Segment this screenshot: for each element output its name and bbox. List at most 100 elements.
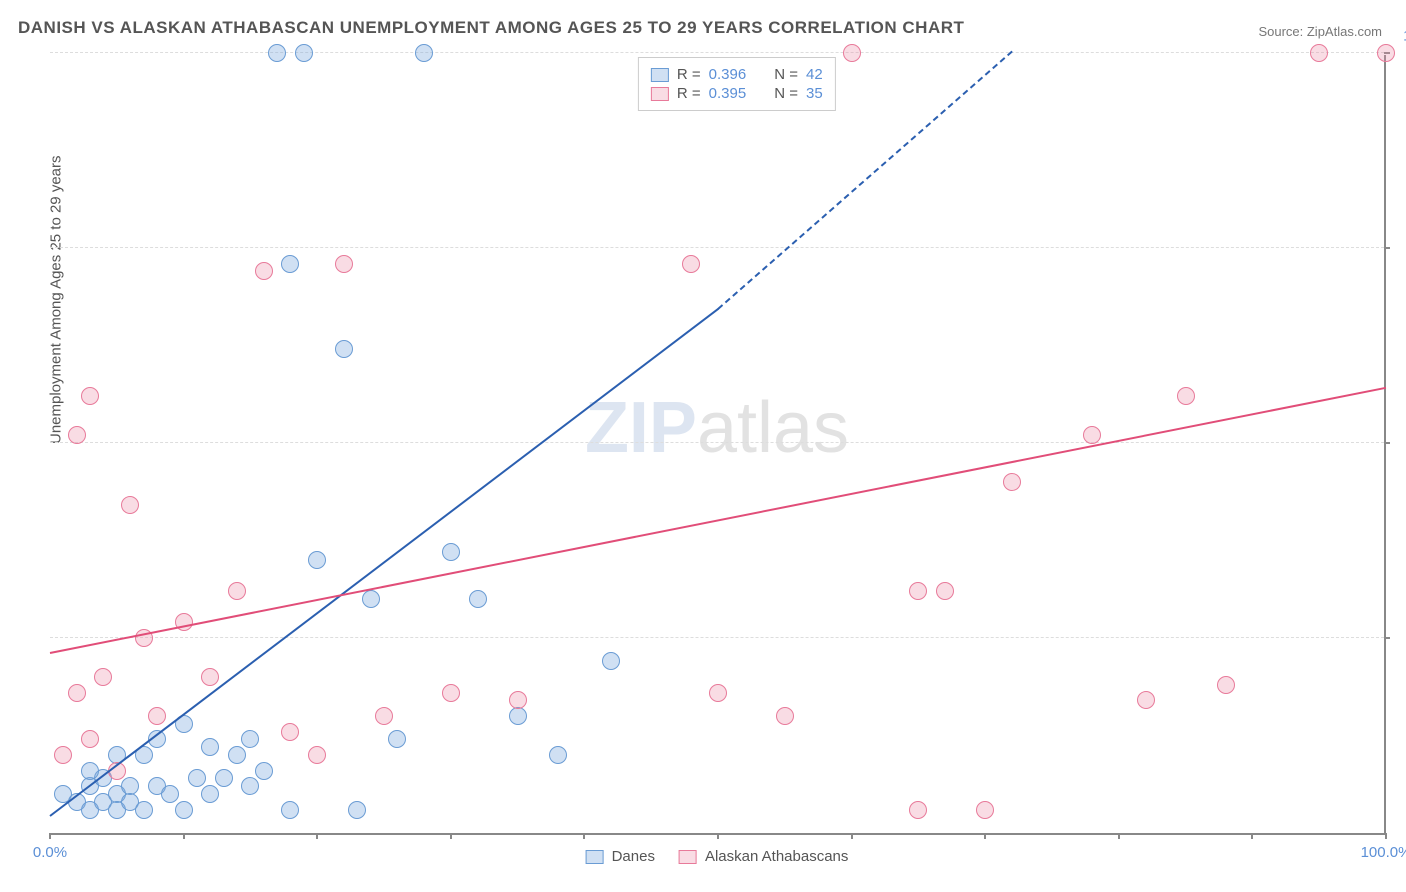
- source-label: Source: ZipAtlas.com: [1258, 24, 1382, 39]
- data-point: [709, 684, 727, 702]
- data-point: [201, 668, 219, 686]
- data-point: [308, 551, 326, 569]
- data-point: [81, 730, 99, 748]
- trend-line: [50, 386, 1386, 653]
- data-point: [362, 590, 380, 608]
- data-point: [335, 340, 353, 358]
- data-point: [94, 668, 112, 686]
- y-axis-label: Unemployment Among Ages 25 to 29 years: [48, 155, 65, 444]
- data-point: [255, 262, 273, 280]
- x-tick-mark: [316, 833, 318, 839]
- data-point: [1083, 426, 1101, 444]
- data-point: [375, 707, 393, 725]
- series-legend: Danes Alaskan Athabascans: [586, 848, 849, 865]
- data-point: [148, 707, 166, 725]
- data-point: [682, 255, 700, 273]
- y-tick-mark: [1384, 637, 1390, 639]
- gridline-horizontal: [50, 442, 1384, 443]
- data-point: [602, 652, 620, 670]
- data-point: [442, 684, 460, 702]
- plot-area: Unemployment Among Ages 25 to 29 years Z…: [50, 55, 1386, 835]
- data-point: [469, 590, 487, 608]
- data-point: [54, 746, 72, 764]
- data-point: [188, 769, 206, 787]
- data-point: [201, 785, 219, 803]
- x-tick-label: 0.0%: [33, 844, 67, 861]
- data-point: [135, 801, 153, 819]
- data-point: [909, 801, 927, 819]
- data-point: [281, 801, 299, 819]
- x-tick-mark: [1251, 833, 1253, 839]
- y-tick-mark: [1384, 442, 1390, 444]
- data-point: [976, 801, 994, 819]
- data-point: [175, 801, 193, 819]
- legend-r-value: 0.395: [709, 85, 747, 102]
- data-point: [281, 723, 299, 741]
- legend-row: R = 0.395 N = 35: [651, 85, 823, 102]
- watermark-part2: atlas: [697, 388, 849, 468]
- legend-swatch: [679, 850, 697, 864]
- data-point: [68, 426, 86, 444]
- data-point: [1003, 473, 1021, 491]
- x-tick-mark: [583, 833, 585, 839]
- data-point: [1310, 44, 1328, 62]
- data-point: [549, 746, 567, 764]
- legend-r-value: 0.396: [709, 66, 747, 83]
- data-point: [228, 746, 246, 764]
- data-point: [776, 707, 794, 725]
- legend-r-label: R =: [677, 85, 701, 102]
- data-point: [215, 769, 233, 787]
- legend-swatch: [651, 68, 669, 82]
- legend-n-value: 42: [806, 66, 823, 83]
- legend-r-label: R =: [677, 66, 701, 83]
- watermark-part1: ZIP: [585, 388, 697, 468]
- data-point: [295, 44, 313, 62]
- data-point: [1177, 387, 1195, 405]
- data-point: [268, 44, 286, 62]
- legend-n-value: 35: [806, 85, 823, 102]
- data-point: [81, 762, 99, 780]
- data-point: [1377, 44, 1395, 62]
- x-tick-mark: [717, 833, 719, 839]
- x-tick-mark: [450, 833, 452, 839]
- data-point: [442, 543, 460, 561]
- data-point: [388, 730, 406, 748]
- data-point: [335, 255, 353, 273]
- data-point: [1137, 691, 1155, 709]
- x-tick-label: 100.0%: [1361, 844, 1406, 861]
- correlation-legend: R = 0.396 N = 42 R = 0.395 N = 35: [638, 57, 836, 111]
- data-point: [81, 387, 99, 405]
- y-tick-mark: [1384, 247, 1390, 249]
- data-point: [201, 738, 219, 756]
- data-point: [308, 746, 326, 764]
- gridline-horizontal: [50, 637, 1384, 638]
- trend-line: [49, 309, 718, 818]
- gridline-horizontal: [50, 52, 1384, 53]
- data-point: [936, 582, 954, 600]
- series-legend-label: Danes: [612, 848, 655, 865]
- data-point: [161, 785, 179, 803]
- x-tick-mark: [1385, 833, 1387, 839]
- data-point: [509, 691, 527, 709]
- x-tick-mark: [183, 833, 185, 839]
- watermark: ZIPatlas: [585, 387, 849, 469]
- legend-swatch: [651, 87, 669, 101]
- chart-title: DANISH VS ALASKAN ATHABASCAN UNEMPLOYMEN…: [18, 18, 964, 38]
- x-tick-mark: [49, 833, 51, 839]
- data-point: [255, 762, 273, 780]
- x-tick-mark: [1118, 833, 1120, 839]
- x-tick-mark: [851, 833, 853, 839]
- data-point: [843, 44, 861, 62]
- data-point: [1217, 676, 1235, 694]
- legend-n-label: N =: [774, 85, 798, 102]
- x-tick-mark: [984, 833, 986, 839]
- data-point: [509, 707, 527, 725]
- gridline-horizontal: [50, 247, 1384, 248]
- data-point: [241, 777, 259, 795]
- data-point: [68, 684, 86, 702]
- series-legend-item: Alaskan Athabascans: [679, 848, 848, 865]
- data-point: [909, 582, 927, 600]
- data-point: [415, 44, 433, 62]
- legend-swatch: [586, 850, 604, 864]
- legend-n-label: N =: [774, 66, 798, 83]
